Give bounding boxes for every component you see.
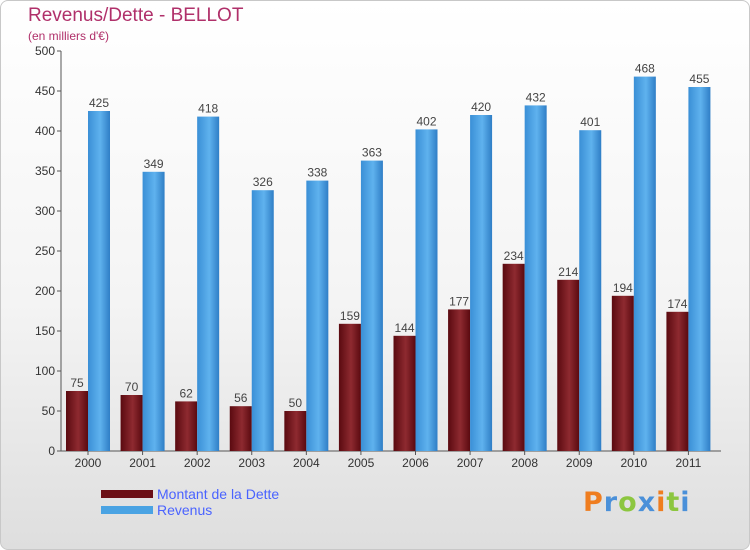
bar-dette bbox=[175, 401, 198, 451]
legend-swatch-revenus bbox=[101, 506, 153, 514]
data-label-revenus: 425 bbox=[89, 96, 109, 110]
x-tick-label: 2000 bbox=[75, 456, 102, 470]
data-label-revenus: 468 bbox=[635, 62, 655, 76]
bar-revenus bbox=[251, 190, 274, 451]
x-tick-label: 2001 bbox=[129, 456, 156, 470]
data-label-dette: 177 bbox=[449, 294, 469, 308]
proxiti-logo: Proxiti bbox=[583, 487, 691, 518]
bar-dette bbox=[229, 406, 252, 451]
y-tick-label: 150 bbox=[35, 324, 55, 338]
y-tick-label: 350 bbox=[35, 164, 55, 178]
data-label-dette: 214 bbox=[558, 265, 578, 279]
legend-label-revenus: Revenus bbox=[157, 502, 213, 518]
data-label-dette: 174 bbox=[667, 297, 687, 311]
data-label-revenus: 432 bbox=[526, 90, 546, 104]
chart-bars bbox=[66, 76, 711, 452]
data-label-revenus: 326 bbox=[253, 175, 273, 189]
y-tick-label: 300 bbox=[35, 204, 55, 218]
data-label-dette: 234 bbox=[504, 249, 524, 263]
x-tick-label: 2006 bbox=[402, 456, 429, 470]
data-label-revenus: 349 bbox=[144, 157, 164, 171]
y-tick-label: 100 bbox=[35, 364, 55, 378]
y-tick-label: 400 bbox=[35, 124, 55, 138]
bar-dette bbox=[557, 279, 580, 451]
y-tick-label: 500 bbox=[35, 44, 55, 58]
data-label-dette: 194 bbox=[613, 281, 633, 295]
logo-letter: t bbox=[666, 487, 681, 518]
logo-letter: P bbox=[583, 487, 604, 518]
logo-letter: x bbox=[637, 487, 657, 518]
bar-revenus bbox=[524, 105, 547, 452]
bar-dette bbox=[502, 263, 525, 451]
logo-letter: r bbox=[603, 487, 619, 518]
bar-revenus bbox=[688, 87, 711, 451]
data-label-dette: 159 bbox=[340, 309, 360, 323]
bar-revenus bbox=[470, 115, 493, 451]
x-tick-label: 2008 bbox=[511, 456, 538, 470]
data-label-dette: 144 bbox=[394, 321, 414, 335]
y-tick-label: 250 bbox=[35, 244, 55, 258]
y-tick-label: 0 bbox=[48, 444, 55, 458]
x-tick-label: 2002 bbox=[184, 456, 211, 470]
x-tick-label: 2011 bbox=[676, 456, 702, 470]
data-label-revenus: 455 bbox=[689, 72, 709, 86]
bar-dette bbox=[448, 309, 471, 451]
bar-revenus bbox=[415, 129, 438, 451]
data-label-revenus: 402 bbox=[416, 114, 436, 128]
data-label-dette: 56 bbox=[234, 391, 248, 405]
bar-dette bbox=[611, 295, 634, 451]
logo-letter: o bbox=[618, 487, 638, 518]
bar-dette bbox=[284, 411, 307, 451]
data-label-dette: 70 bbox=[125, 380, 139, 394]
chart-title: Revenus/Dette - BELLOT bbox=[28, 5, 244, 26]
bar-dette bbox=[338, 323, 361, 451]
chart-subtitle: (en milliers d'€) bbox=[28, 29, 109, 43]
bar-dette bbox=[66, 391, 88, 451]
data-label-dette: 75 bbox=[70, 376, 84, 390]
x-tick-label: 2010 bbox=[620, 456, 647, 470]
bar-revenus bbox=[579, 130, 602, 451]
x-tick-label: 2003 bbox=[238, 456, 265, 470]
x-tick-label: 2005 bbox=[348, 456, 375, 470]
bar-revenus bbox=[142, 171, 165, 452]
x-tick-label: 2004 bbox=[293, 456, 320, 470]
data-label-revenus: 363 bbox=[362, 146, 382, 160]
logo-letter: i bbox=[680, 487, 691, 518]
data-label-revenus: 418 bbox=[198, 102, 218, 116]
data-label-revenus: 401 bbox=[580, 115, 600, 129]
x-tick-label: 2007 bbox=[457, 456, 484, 470]
bar-dette bbox=[393, 335, 416, 451]
logo-letter: i bbox=[656, 487, 667, 518]
data-label-dette: 62 bbox=[179, 386, 193, 400]
x-tick-label: 2009 bbox=[566, 456, 593, 470]
chart-data-labels: 75 425 70 349 62 418 56 326 50 338 159 363 144 402 177… bbox=[70, 62, 709, 410]
bar-revenus bbox=[306, 180, 329, 451]
bar-revenus bbox=[88, 111, 110, 451]
bar-dette bbox=[666, 311, 689, 451]
legend-label-dette: Montant de la Dette bbox=[157, 486, 280, 502]
bar-revenus bbox=[197, 116, 220, 451]
data-label-revenus: 338 bbox=[307, 166, 327, 180]
data-label-dette: 50 bbox=[289, 396, 303, 410]
legend-swatch-dette bbox=[101, 490, 153, 498]
y-tick-label: 450 bbox=[35, 84, 55, 98]
bar-revenus bbox=[360, 160, 383, 451]
bar-dette bbox=[120, 395, 143, 451]
data-label-revenus: 420 bbox=[471, 100, 491, 114]
y-tick-label: 200 bbox=[35, 284, 55, 298]
y-tick-label: 50 bbox=[42, 404, 56, 418]
bar-revenus bbox=[633, 76, 656, 451]
